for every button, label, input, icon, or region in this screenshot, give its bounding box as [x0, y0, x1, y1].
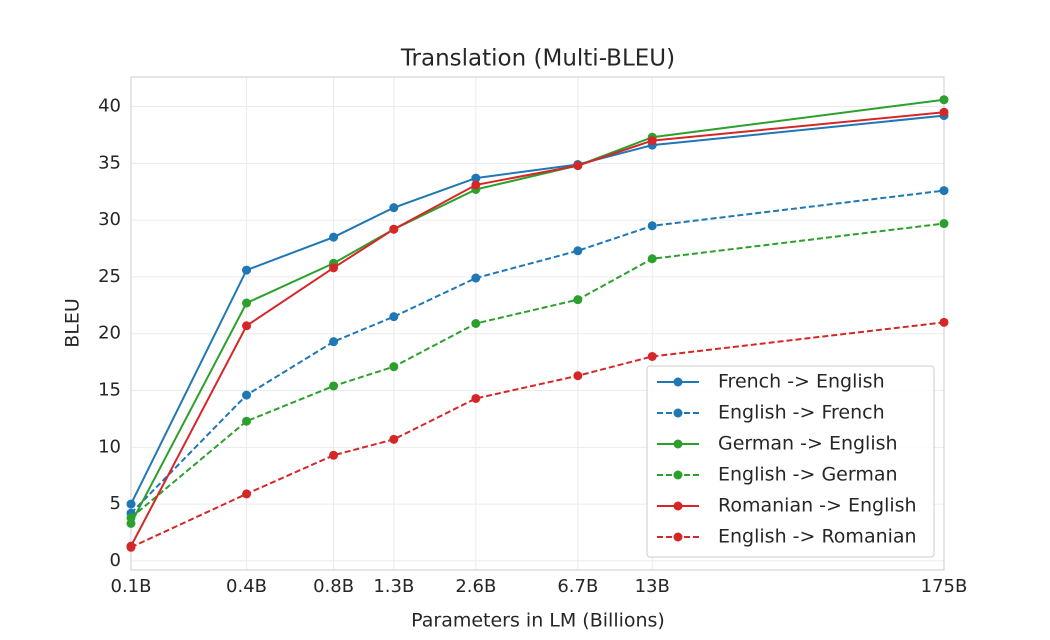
legend-marker [673, 501, 683, 511]
legend-marker [673, 408, 683, 418]
data-point [939, 317, 949, 327]
legend-marker [673, 439, 683, 449]
data-point [329, 263, 339, 273]
x-axis-label: Parameters in LM (Billions) [411, 610, 665, 632]
y-tick-label: 0 [110, 550, 121, 571]
series-line [130, 321, 945, 549]
data-point [242, 321, 252, 331]
x-tick-label: 175B [921, 576, 968, 597]
data-point [573, 246, 583, 256]
data-point [389, 312, 399, 322]
data-point [647, 254, 657, 264]
series-line [130, 114, 945, 505]
y-tick-label: 35 [98, 152, 121, 173]
series-line [130, 222, 945, 519]
series-line [130, 189, 945, 514]
legend-label: English -> German [718, 464, 898, 486]
data-point [389, 434, 399, 444]
data-point [647, 351, 657, 361]
legend-box [646, 365, 935, 558]
data-point [647, 221, 657, 231]
data-point [389, 224, 399, 234]
y-tick-label: 40 [98, 96, 121, 117]
y-tick-label: 10 [98, 436, 121, 457]
data-point [329, 381, 339, 391]
x-tick-label: 0.4B [226, 576, 267, 597]
x-tick-label: 1.3B [373, 576, 414, 597]
data-point [471, 319, 481, 328]
data-point [242, 298, 252, 308]
legend-label: English -> French [718, 402, 885, 424]
data-point [573, 161, 583, 171]
data-point [126, 513, 136, 523]
data-point [573, 371, 583, 381]
legend-label: French -> English [718, 371, 885, 393]
data-point [242, 265, 252, 275]
data-point [939, 95, 949, 105]
legend-label: German -> English [718, 433, 898, 455]
data-point [939, 107, 949, 117]
series-line [130, 111, 945, 547]
data-point [471, 393, 481, 403]
data-point [573, 295, 583, 305]
data-point [126, 499, 136, 509]
data-point [329, 450, 339, 460]
y-tick-label: 30 [98, 209, 121, 230]
x-tick-label: 0.8B [313, 576, 354, 597]
x-tick-label: 6.7B [557, 576, 598, 597]
data-point [471, 273, 481, 283]
y-tick-label: 15 [98, 380, 121, 401]
y-tick-label: 5 [110, 493, 121, 514]
y-tick-label: 20 [98, 323, 121, 344]
data-point [126, 542, 136, 552]
series-line [130, 98, 945, 524]
data-point [242, 489, 252, 499]
legend-marker [673, 470, 683, 480]
data-point [242, 390, 252, 400]
y-axis-label: BLEU [62, 298, 84, 348]
legend-marker [673, 532, 683, 542]
data-point [471, 180, 481, 190]
data-point [389, 203, 399, 213]
data-point [329, 232, 339, 242]
x-tick-label: 0.1B [111, 576, 152, 597]
x-tick-label: 2.6B [455, 576, 496, 597]
data-point [389, 362, 399, 372]
data-point [471, 173, 481, 183]
data-point [939, 219, 949, 229]
data-point [939, 186, 949, 196]
chart-title: Translation (Multi-BLEU) [400, 46, 675, 72]
data-point [329, 337, 339, 347]
legend-marker [673, 377, 683, 387]
data-point [647, 136, 657, 146]
legend-label: Romanian -> English [718, 495, 917, 517]
y-tick-label: 25 [98, 266, 121, 287]
x-tick-label: 13B [635, 576, 670, 597]
legend-label: English -> Romanian [718, 526, 917, 548]
data-point [242, 416, 252, 426]
